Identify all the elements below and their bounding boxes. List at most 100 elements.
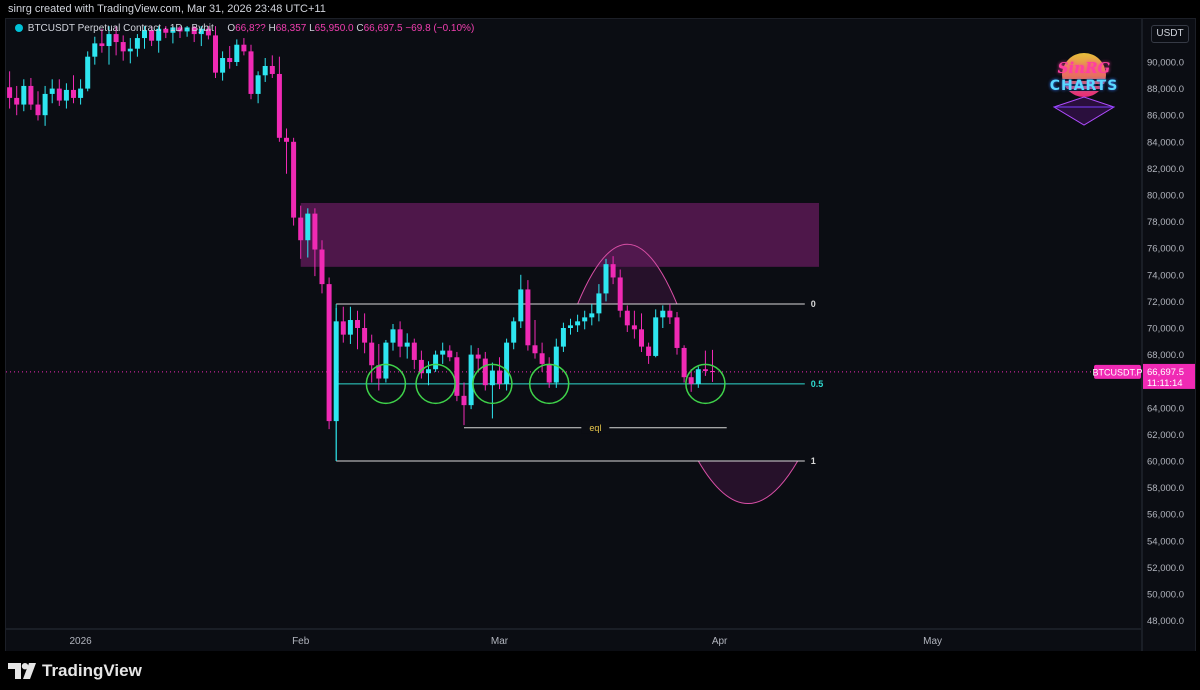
candle [49, 79, 55, 104]
candle [411, 338, 417, 370]
candle-body [56, 88, 62, 101]
candle-body [92, 43, 98, 57]
candle [433, 350, 439, 372]
candle [390, 324, 396, 351]
candle-body [227, 58, 233, 62]
candle [369, 334, 375, 383]
fib-label-0: 0 [811, 299, 816, 309]
candle [418, 350, 424, 379]
arcs-layer [577, 243, 799, 504]
time-axis[interactable]: 2026 Feb Mar Apr May [6, 628, 1141, 647]
candle-body [255, 75, 261, 94]
drawing-labels-layer: 0 0.5 1 eql [581, 299, 823, 466]
candle-body [42, 93, 48, 116]
candle [191, 26, 197, 43]
candle-body [475, 354, 481, 359]
price-tick-label: 64,000.0 [1147, 403, 1184, 414]
price-tick-label: 74,000.0 [1147, 270, 1184, 281]
candle-body [120, 42, 126, 52]
candle-body [695, 369, 701, 384]
candle-body [35, 104, 41, 116]
candle-body [596, 293, 602, 314]
candle-body [347, 320, 353, 335]
candle [333, 308, 339, 461]
candle-body [568, 325, 573, 328]
candle-body [312, 213, 318, 250]
candle-body [149, 30, 155, 41]
price-tick-label: 82,000.0 [1147, 164, 1184, 175]
candle-body [603, 264, 609, 294]
candle-body [213, 35, 218, 73]
price-tick-label: 48,000.0 [1147, 616, 1184, 627]
candle-body [447, 350, 453, 358]
price-tick-label: 78,000.0 [1147, 217, 1184, 228]
candle-body [411, 342, 417, 360]
candles-layer [7, 26, 715, 461]
candle [269, 55, 275, 78]
candle [447, 345, 453, 362]
candle-body [220, 58, 226, 73]
candle-body [553, 346, 559, 383]
candle [298, 205, 304, 259]
sinrg-charts-logo [1052, 53, 1116, 126]
candle [511, 317, 517, 350]
candle [42, 85, 48, 126]
candle-body [191, 27, 197, 35]
candle [525, 280, 531, 351]
legend-open-value: 66,8?? [235, 23, 266, 34]
candle-body [369, 342, 375, 366]
candle [589, 304, 595, 326]
candle-body [340, 321, 346, 335]
candle [454, 351, 460, 402]
candle [220, 51, 226, 81]
candle-body [376, 365, 382, 379]
legend-low-label: L [309, 23, 315, 34]
candle-body [511, 321, 517, 343]
candle-body [170, 27, 176, 33]
candle [99, 28, 105, 53]
candle-body [234, 44, 240, 62]
candle-body [631, 325, 637, 330]
candle [127, 38, 133, 64]
last-price-tag-value: 66,697.5 [1147, 367, 1184, 378]
time-label: May [923, 636, 942, 647]
chart-pane[interactable]: 0 0.5 1 eql 90,000.0 88,000.0 86,000.0 84,000.… [5, 18, 1196, 652]
legend: BTCUSDT Perpetual Contract · 1D · Bybit … [15, 23, 474, 34]
candle [582, 310, 588, 330]
candle [362, 313, 368, 354]
logo-text-bottom: CHARTS [1049, 78, 1119, 94]
legend-symbol[interactable]: BTCUSDT Perpetual Contract · 1D · Bybit [27, 23, 214, 34]
candle-body [674, 317, 680, 348]
price-tick-label: 86,000.0 [1147, 111, 1184, 122]
candle [610, 256, 616, 285]
candle [489, 362, 495, 419]
candle-body [63, 89, 69, 101]
candle-body [454, 357, 460, 396]
candle [106, 26, 112, 65]
candle [213, 26, 218, 78]
legend-close-label: C [356, 23, 364, 34]
candle-body [106, 34, 112, 47]
candle [674, 312, 680, 355]
candle [170, 26, 176, 44]
logo-text-top: SinRG [1057, 59, 1111, 77]
support-circle [415, 363, 456, 405]
candle-body [681, 347, 687, 378]
chart-svg[interactable]: 0 0.5 1 eql 90,000.0 88,000.0 86,000.0 84,000.… [6, 19, 1195, 651]
price-axis[interactable]: 90,000.0 88,000.0 86,000.0 84,000.0 82,000.0… [1092, 19, 1195, 651]
currency-button[interactable]: USDT [1151, 25, 1189, 43]
candle [92, 36, 98, 65]
candle [156, 26, 162, 53]
candle [28, 77, 34, 110]
candle [63, 83, 69, 109]
candle [163, 26, 169, 39]
candle [35, 91, 41, 121]
candle-body [702, 369, 708, 371]
legend-high-label: H [268, 23, 276, 34]
candle-body [71, 89, 76, 98]
candle-body [525, 289, 531, 346]
price-axis-bg [1142, 19, 1195, 651]
candle [575, 314, 581, 332]
candle [695, 366, 701, 388]
